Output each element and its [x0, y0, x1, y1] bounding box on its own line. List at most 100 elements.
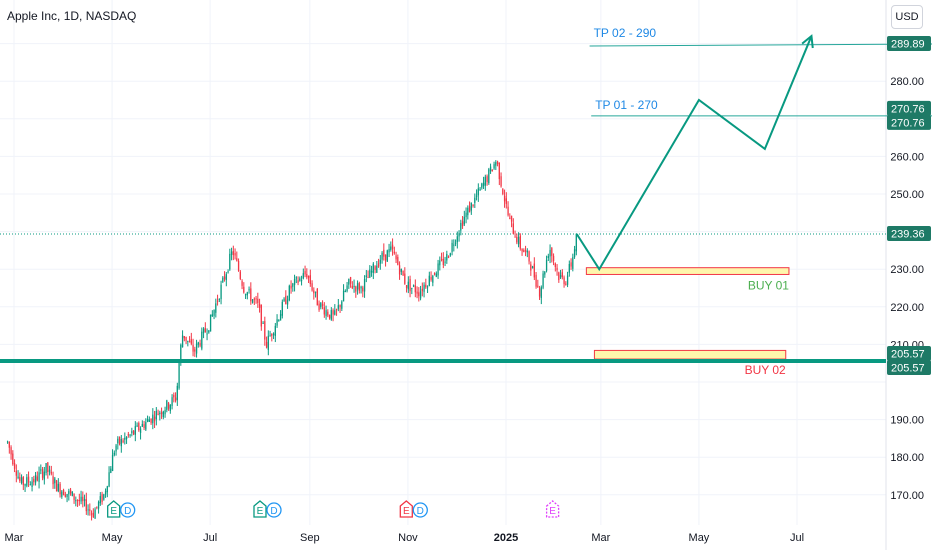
candle-body	[57, 483, 59, 492]
candle-body	[444, 261, 446, 263]
candle-body	[22, 477, 24, 485]
candle-body	[542, 273, 544, 288]
candle-body	[535, 274, 537, 287]
candle-body	[253, 298, 255, 300]
candle-body	[561, 272, 563, 277]
candle-body	[110, 468, 112, 473]
candle-body	[267, 335, 269, 350]
candle-body	[517, 237, 520, 245]
candle-body	[222, 277, 224, 282]
dividend-badge	[266, 502, 282, 518]
candle-body	[510, 215, 513, 222]
candle-body	[75, 500, 77, 502]
candle-body	[481, 183, 483, 188]
candle-body	[250, 288, 252, 302]
candle-body	[12, 453, 14, 465]
candle-body	[297, 280, 299, 283]
candle-body	[355, 286, 357, 292]
candle-body	[498, 162, 500, 180]
candle-body	[348, 279, 350, 285]
event-letter: E	[110, 506, 117, 517]
candle-body	[187, 340, 189, 342]
candle-body	[383, 249, 385, 257]
candle-body	[540, 287, 542, 298]
candle-body	[190, 339, 192, 344]
candle-body	[362, 287, 364, 292]
earnings-icon[interactable]: E	[253, 500, 267, 518]
currency-button[interactable]: USD	[891, 5, 923, 29]
candle-body	[139, 428, 142, 433]
candle-body	[199, 343, 201, 346]
candle-body	[101, 494, 103, 502]
earnings-icon[interactable]: E	[399, 500, 413, 518]
candle-body	[337, 305, 339, 309]
candle-body	[195, 343, 198, 354]
candle-body	[174, 397, 177, 401]
candle-body	[523, 250, 525, 253]
candle-body	[437, 263, 439, 276]
candle-body	[421, 288, 423, 292]
candle-body	[132, 430, 135, 435]
x-tick-label: May	[102, 532, 123, 544]
candle-body	[239, 271, 241, 279]
candle-body	[533, 263, 535, 278]
earnings-badge	[399, 500, 413, 518]
candle-body	[78, 499, 80, 502]
candle-body	[118, 436, 121, 444]
candle-body	[528, 251, 530, 262]
candle-body	[565, 283, 567, 285]
earnings-icon[interactable]: E	[545, 500, 560, 518]
candle-body	[192, 344, 194, 352]
target-label: TP 02 - 290	[594, 26, 657, 40]
candle-body	[20, 477, 23, 483]
candle-body	[208, 330, 210, 333]
candle-body	[286, 299, 289, 305]
projection-path	[575, 35, 813, 272]
candle-body	[236, 258, 238, 261]
candle-body	[111, 454, 114, 471]
candle-body	[332, 310, 334, 315]
candle-body	[94, 509, 96, 519]
candle-body	[218, 299, 220, 301]
y-tick-label: 280.00	[890, 76, 924, 88]
earnings-badge	[253, 500, 267, 518]
candle-body	[519, 235, 521, 249]
candle-body	[248, 289, 250, 291]
candle-body	[374, 266, 376, 270]
candle-body	[152, 414, 154, 424]
candle-body	[342, 290, 345, 302]
candle-body	[92, 512, 94, 517]
candle-body	[489, 166, 492, 172]
dividend-icon[interactable]: D	[266, 502, 282, 518]
candle-body	[556, 267, 558, 271]
candle-body	[223, 276, 226, 280]
candle-body	[468, 206, 471, 213]
candle-body	[454, 242, 457, 244]
candle-body	[47, 462, 49, 472]
candle-body	[381, 252, 383, 260]
candle-body	[467, 207, 469, 216]
y-tick-label: 170.00	[890, 490, 924, 502]
candle-body	[306, 273, 308, 278]
candle-body	[397, 256, 399, 265]
candle-body	[453, 244, 455, 246]
candle-body	[425, 284, 427, 288]
candle-body	[344, 290, 346, 292]
candle-body	[302, 273, 304, 279]
candle-body	[477, 188, 479, 196]
y-tick-label: 260.00	[890, 151, 924, 163]
dividend-icon[interactable]: D	[120, 502, 136, 518]
earnings-icon[interactable]: E	[107, 500, 121, 518]
candle-body	[552, 255, 555, 261]
dividend-icon[interactable]: D	[412, 502, 428, 518]
candle-body	[38, 472, 40, 482]
candle-body	[61, 491, 63, 497]
candle-body	[279, 314, 282, 321]
candle-body	[243, 286, 245, 293]
price-tag	[887, 100, 931, 116]
candle-body	[414, 285, 416, 293]
candle-body	[262, 322, 264, 324]
candle-body	[486, 176, 488, 182]
candle-body	[68, 491, 70, 495]
